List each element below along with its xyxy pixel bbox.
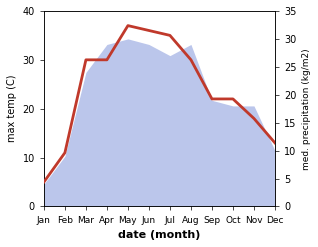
X-axis label: date (month): date (month) xyxy=(118,230,201,240)
Y-axis label: max temp (C): max temp (C) xyxy=(7,75,17,143)
Y-axis label: med. precipitation (kg/m2): med. precipitation (kg/m2) xyxy=(302,48,311,169)
